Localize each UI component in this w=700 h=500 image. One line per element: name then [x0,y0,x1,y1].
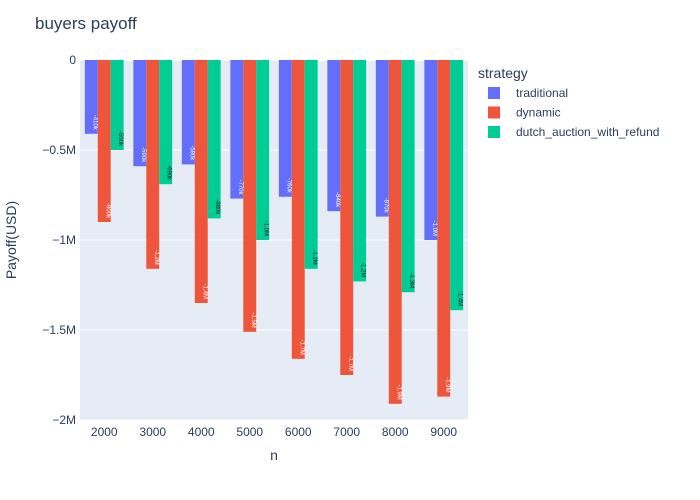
bar-data-label: -410k [91,115,97,131]
legend-swatch[interactable] [488,126,500,138]
y-tick-label: −1M [52,233,76,247]
bar-labels: -410k -900k -500k -590k -1.2M -690k -580k -1.4M… [91,115,462,400]
bar-data-label: -690k [166,165,172,181]
bar-dutch-auction-with-refund[interactable] [110,60,124,150]
x-tick-label: 4000 [188,425,215,439]
bars [84,60,464,404]
bar-data-label: -760k [285,178,291,194]
bar-data-label: -1.4M [457,291,463,306]
bar-traditional[interactable] [133,60,147,167]
bar-data-label: -1.0M [263,221,269,236]
bar-dynamic[interactable] [437,60,451,397]
y-tick-label: −0.5M [42,143,76,157]
bar-data-label: -580k [188,145,194,161]
chart-title: buyers payoff [35,14,137,33]
bar-data-label: -590k [140,147,146,163]
x-tick-label: 5000 [236,425,263,439]
bar-dynamic[interactable] [194,60,208,303]
bar-data-label: -1.9M [395,384,401,399]
bar-traditional[interactable] [84,60,98,134]
bar-data-label: -1.9M [444,377,450,392]
legend[interactable]: strategy traditional dynamic dutch_auction… [478,65,659,139]
x-tick-label: 6000 [285,425,312,439]
y-axis-title: Payoff(USD) [3,201,19,279]
bar-dutch-auction-with-refund[interactable] [304,60,318,269]
bar-data-label: -1.7M [298,339,304,354]
bar-traditional[interactable] [375,60,389,217]
bar-data-label: -1.2M [360,262,366,277]
bar-dutch-auction-with-refund[interactable] [353,60,367,282]
x-tick-label: 7000 [333,425,360,439]
bar-data-label: -1.7M [347,356,353,371]
bar-dynamic[interactable] [291,60,305,359]
bar-dutch-auction-with-refund[interactable] [256,60,270,240]
bar-data-label: -840k [334,192,340,208]
bar-dutch-auction-with-refund[interactable] [450,60,464,311]
bar-dutch-auction-with-refund[interactable] [207,60,221,219]
y-tick-label: −1.5M [42,323,76,337]
bar-traditional[interactable] [424,60,438,240]
bar-dutch-auction-with-refund[interactable] [401,60,415,293]
legend-item-label[interactable]: dutch_auction_with_refund [516,125,659,139]
bar-data-label: -880k [214,199,220,215]
x-tick-label: 2000 [91,425,118,439]
bar-traditional[interactable] [181,60,195,165]
bar-dynamic[interactable] [243,60,257,332]
bar-data-label: -1.2M [311,249,317,264]
bar-data-label: -870k [382,198,388,214]
bar-dynamic[interactable] [97,60,111,222]
bar-dutch-auction-with-refund[interactable] [159,60,173,185]
x-axis-title: n [270,447,278,463]
bar-data-label: -900k [104,203,110,219]
x-axis-ticks: 2000 3000 4000 5000 6000 7000 8000 9000 [91,425,458,439]
x-tick-label: 9000 [430,425,457,439]
legend-title: strategy [478,65,528,81]
y-tick-label: 0 [69,53,76,67]
legend-item-label[interactable]: traditional [516,86,568,100]
bar-traditional[interactable] [230,60,244,199]
bar-dynamic[interactable] [340,60,354,375]
bar-data-label: -1.2M [153,249,159,264]
legend-item-label[interactable]: dynamic [516,106,561,120]
y-axis-ticks: 0 −0.5M −1M −1.5M −2M [42,53,76,427]
x-tick-label: 3000 [139,425,166,439]
bar-data-label: -500k [117,131,123,147]
bar-data-label: -1.5M [250,312,256,327]
legend-swatch[interactable] [488,87,500,99]
bar-traditional[interactable] [278,60,292,197]
bar-data-label: -770k [237,180,243,196]
legend-swatch[interactable] [488,106,500,119]
bar-data-label: -1.0M [431,221,437,236]
bar-traditional[interactable] [327,60,341,212]
bar-data-label: -1.3M [408,273,414,288]
x-tick-label: 8000 [382,425,409,439]
y-tick-label: −2M [52,413,76,427]
bar-data-label: -1.4M [201,284,207,299]
bar-dynamic[interactable] [146,60,160,269]
bar-dynamic[interactable] [388,60,402,404]
